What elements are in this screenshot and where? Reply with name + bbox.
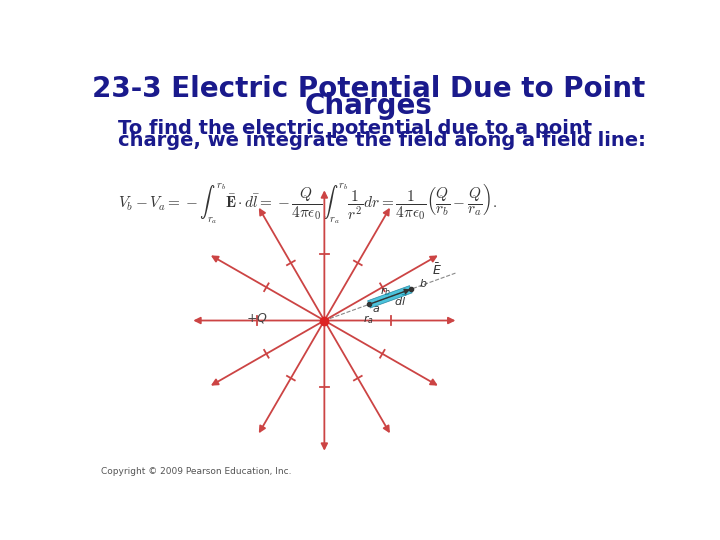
Text: charge, we integrate the field along a field line:: charge, we integrate the field along a f… [118, 131, 646, 150]
Text: Charges: Charges [305, 92, 433, 120]
Text: $+Q$: $+Q$ [246, 312, 269, 326]
Text: $d\vec{l}$: $d\vec{l}$ [394, 292, 408, 308]
Text: Copyright © 2009 Pearson Education, Inc.: Copyright © 2009 Pearson Education, Inc. [101, 467, 292, 476]
Text: To find the electric potential due to a point: To find the electric potential due to a … [118, 119, 592, 138]
Text: $r_b$: $r_b$ [379, 285, 391, 298]
Text: $V_b - V_a = -\int_{r_a}^{r_b}\bar{\mathbf{E}}\cdot d\bar{l} = -\dfrac{Q}{4\pi\e: $V_b - V_a = -\int_{r_a}^{r_b}\bar{\math… [118, 181, 498, 226]
Text: $a$: $a$ [372, 304, 379, 314]
Text: $\bar{E}$: $\bar{E}$ [432, 262, 442, 278]
Text: $b$: $b$ [419, 277, 428, 289]
Polygon shape [368, 286, 413, 308]
Text: $r_a$: $r_a$ [364, 313, 374, 326]
Text: 23-3 Electric Potential Due to Point: 23-3 Electric Potential Due to Point [92, 75, 646, 103]
